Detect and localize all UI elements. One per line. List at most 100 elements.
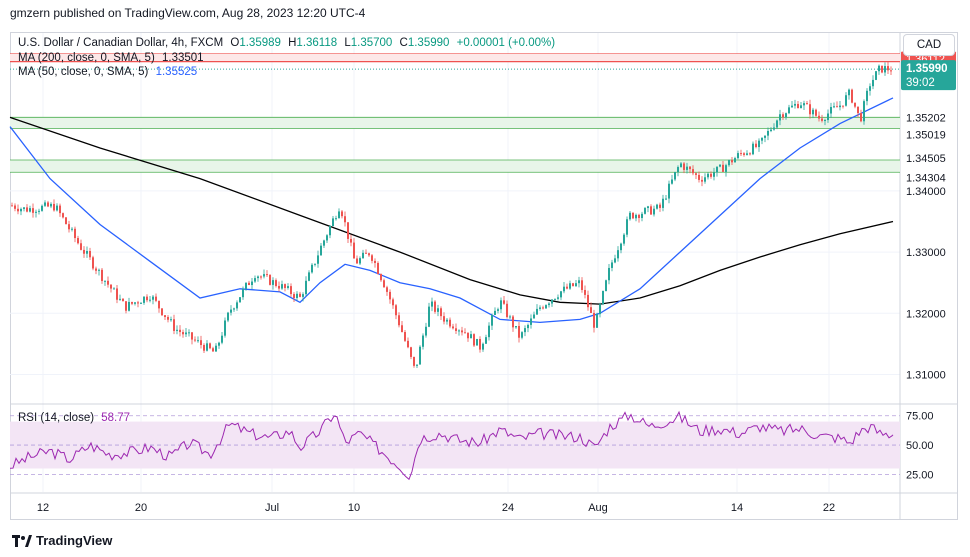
- candle-down: [467, 332, 469, 339]
- candle-up: [221, 335, 223, 343]
- candle-up: [773, 127, 775, 130]
- candle-up: [554, 298, 556, 300]
- candle-up: [113, 288, 115, 290]
- legend-symbol-row: U.S. Dollar / Canadian Dollar, 4h, FXCM …: [18, 36, 555, 51]
- candle-up: [560, 291, 562, 298]
- candle-down: [293, 294, 295, 298]
- candle-up: [287, 286, 289, 288]
- candle-up: [875, 71, 877, 80]
- candle-up: [785, 113, 787, 118]
- rsi-legend[interactable]: RSI (14, close) 58.77: [18, 412, 130, 424]
- ma200-group: [9, 116, 894, 305]
- zone2-bottom-tag: 1.34304: [906, 172, 946, 184]
- price-tick-label: 1.33000: [906, 247, 946, 259]
- candle-up: [830, 107, 832, 114]
- legend-ma50-row[interactable]: MA (50, close, 0, SMA, 5) 1.35525: [18, 65, 555, 80]
- candle-up: [134, 302, 136, 304]
- candle-up: [779, 114, 781, 121]
- candle-down: [191, 332, 193, 340]
- candle-up: [626, 219, 628, 235]
- candle-up: [509, 316, 511, 318]
- resistance-line-group: [10, 53, 900, 63]
- zone2-top-tag: 1.34505: [906, 153, 946, 165]
- candle-up: [812, 109, 814, 115]
- candle-down: [344, 216, 346, 223]
- candle-up: [527, 324, 529, 329]
- candle-down: [434, 301, 436, 312]
- tradingview-footer[interactable]: TradingView: [12, 532, 112, 548]
- candle-down: [137, 302, 139, 304]
- candle-up: [521, 332, 523, 338]
- candle-up: [497, 309, 499, 311]
- candle-down: [275, 280, 277, 286]
- candle-up: [470, 334, 472, 339]
- candle-up: [641, 213, 643, 219]
- legend-ma200-row[interactable]: MA (200, close, 0, SMA, 5) 1.33501: [18, 51, 555, 66]
- candle-up: [620, 243, 622, 251]
- candle-up: [596, 314, 598, 328]
- currency-button[interactable]: CAD: [903, 34, 955, 56]
- candle-up: [272, 280, 274, 285]
- time-tick-label: Jul: [265, 502, 279, 514]
- candle-down: [698, 174, 700, 180]
- candle-down: [581, 280, 583, 290]
- candle-up: [488, 325, 490, 338]
- candle-down: [710, 173, 712, 177]
- candle-up: [326, 235, 328, 241]
- candle-up: [767, 130, 769, 136]
- zone2-top-tag-bg: [901, 150, 956, 165]
- candle-up: [734, 158, 736, 163]
- candle-up: [725, 165, 727, 172]
- candle-down: [503, 300, 505, 304]
- candle-up: [866, 90, 868, 102]
- candle-down: [368, 253, 370, 256]
- last-price-tag: 1.35990: [906, 63, 948, 75]
- candle-down: [701, 179, 703, 182]
- candle-down: [473, 334, 475, 346]
- candle-down: [683, 163, 685, 170]
- candle-up: [644, 208, 646, 214]
- candle-down: [365, 252, 367, 254]
- candle-down: [209, 343, 211, 349]
- candle-down: [806, 103, 808, 105]
- candle-up: [419, 346, 421, 365]
- candle-up: [86, 251, 88, 254]
- candle-down: [125, 301, 127, 311]
- candle-down: [110, 284, 112, 289]
- footer-brand: TradingView: [36, 533, 113, 549]
- candle-down: [404, 332, 406, 341]
- candle-up: [704, 177, 706, 182]
- candle-down: [815, 109, 817, 116]
- candle-up: [500, 300, 502, 310]
- candle-down: [65, 217, 67, 225]
- time-tick-label: 10: [348, 502, 360, 514]
- candle-up: [128, 301, 130, 311]
- candle-up: [602, 290, 604, 305]
- ma200-line: [9, 116, 894, 305]
- candle-up: [329, 225, 331, 236]
- candle-down: [95, 268, 97, 271]
- candle-down: [371, 255, 373, 261]
- candle-down: [74, 228, 76, 239]
- candle-up: [305, 280, 307, 295]
- candle-up: [446, 319, 448, 322]
- zone1-bottom-tag: 1.35019: [906, 130, 946, 142]
- candle-up: [863, 101, 865, 122]
- candle-down: [722, 164, 724, 172]
- candle-down: [836, 106, 838, 108]
- candle-up: [56, 205, 58, 211]
- candle-up: [98, 269, 100, 271]
- candle-down: [266, 274, 268, 276]
- candle-up: [311, 264, 313, 273]
- candle-down: [464, 332, 466, 334]
- candle-up: [44, 202, 46, 206]
- support-zones: [10, 116, 900, 173]
- candle-down: [290, 286, 292, 295]
- candle-up: [764, 135, 766, 138]
- candle-up: [29, 208, 31, 212]
- candle-up: [20, 208, 22, 212]
- candle-up: [800, 105, 802, 108]
- candle-up: [575, 283, 577, 287]
- candle-up: [176, 329, 178, 331]
